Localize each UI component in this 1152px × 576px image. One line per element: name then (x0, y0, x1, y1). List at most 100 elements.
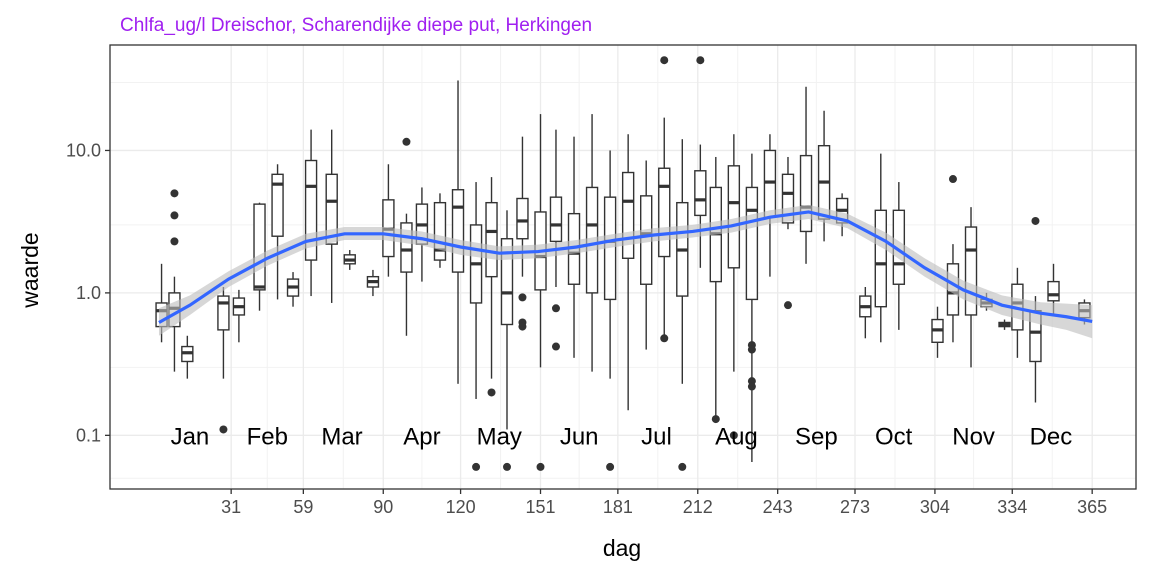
boxplot (621, 134, 635, 411)
boxplot (325, 129, 338, 303)
outlier-point (678, 462, 687, 471)
box (1047, 280, 1060, 302)
box (271, 173, 284, 237)
boxplot (874, 153, 887, 343)
outlier-point (783, 301, 792, 310)
outlier-point (472, 462, 481, 471)
boxplot (727, 134, 741, 440)
box (400, 222, 413, 273)
box (964, 226, 978, 316)
outlier-point (502, 462, 511, 471)
outlier-point (219, 425, 228, 434)
x-tick-label: 212 (683, 497, 713, 517)
month-label: Nov (952, 423, 995, 450)
box (781, 173, 795, 224)
x-tick-label: 273 (840, 497, 870, 517)
box (451, 189, 465, 273)
chart-title: Chlfa_ug/l Dreischor, Scharendijke diepe… (120, 15, 592, 36)
boxplot (400, 137, 413, 336)
boxplot (998, 319, 1011, 330)
box (745, 186, 759, 301)
boxplot (433, 193, 447, 268)
boxplot (964, 207, 978, 368)
boxplot (676, 139, 689, 471)
boxplot (931, 306, 944, 358)
month-label: Mar (321, 423, 362, 450)
boxplot (781, 156, 795, 310)
month-label: Dec (1030, 423, 1073, 450)
month-label: Sep (795, 423, 838, 450)
smooth-line (158, 210, 1093, 324)
outlier-point (660, 334, 669, 343)
month-label: Jan (171, 423, 210, 450)
boxplot (253, 202, 266, 311)
box (500, 238, 514, 326)
x-tick-label: 120 (446, 497, 476, 517)
outlier-point (747, 382, 756, 391)
x-tick-label: 151 (525, 497, 555, 517)
x-tick-label: 59 (293, 497, 313, 517)
outlier-point (170, 189, 179, 198)
outlier-point (606, 462, 615, 471)
outlier-point (402, 137, 411, 146)
month-label: Oct (875, 423, 913, 450)
outlier-point (487, 388, 496, 397)
x-tick-label: 334 (997, 497, 1027, 517)
panel-border (109, 44, 1137, 490)
outlier-point (711, 415, 720, 424)
y-tick-label: 0.1 (76, 425, 101, 445)
x-axis-title: dag (603, 535, 641, 561)
outlier-point (948, 175, 957, 184)
boxplot (232, 289, 246, 343)
boxplot (217, 287, 230, 434)
month-label: Jun (560, 423, 599, 450)
y-axis-title: waarde (17, 232, 43, 308)
month-label: Aug (715, 423, 758, 450)
boxplot (485, 177, 498, 397)
month-label: Apr (403, 423, 440, 450)
boxplot (745, 153, 759, 462)
box (658, 167, 671, 258)
box (325, 173, 338, 245)
boxplot (859, 287, 872, 339)
box (727, 165, 741, 269)
smooth-confidence-ribbon (158, 204, 1093, 339)
boxplot (516, 136, 529, 331)
box (694, 170, 707, 217)
outlier-point (1031, 216, 1040, 225)
boxplot (451, 80, 465, 384)
box (217, 295, 230, 331)
outlier-point (518, 293, 527, 302)
boxplot (181, 335, 194, 379)
boxplot (500, 210, 514, 471)
box (799, 154, 813, 233)
x-tick-label: 31 (221, 497, 241, 517)
outlier-point (696, 56, 705, 65)
outlier-point (536, 462, 545, 471)
y-tick-label: 10.0 (66, 140, 101, 160)
boxplot (304, 129, 318, 297)
x-tick-label: 181 (603, 497, 633, 517)
box (485, 201, 498, 278)
month-label: Feb (247, 423, 288, 450)
month-label: Jul (641, 423, 672, 450)
plot-area: Jan Feb Mar Apr May Jun Jul Aug Sep Oct Nov Dec 0.1 1… (66, 44, 1137, 517)
x-tick-label: 90 (373, 497, 393, 517)
boxplot (469, 182, 483, 471)
boxplot (343, 250, 356, 270)
outlier-point (170, 211, 179, 220)
box (549, 196, 563, 243)
outlier-point (660, 56, 669, 65)
boxplot (658, 56, 671, 343)
box (621, 171, 635, 259)
outlier-point (729, 431, 738, 440)
box (433, 201, 447, 261)
x-tick-label: 243 (763, 497, 793, 517)
outlier-point (551, 342, 560, 351)
outlier-point (518, 322, 527, 331)
y-tick-label: 1.0 (76, 283, 101, 303)
outlier-point (170, 237, 179, 246)
month-label: May (477, 423, 522, 450)
box (253, 203, 266, 291)
